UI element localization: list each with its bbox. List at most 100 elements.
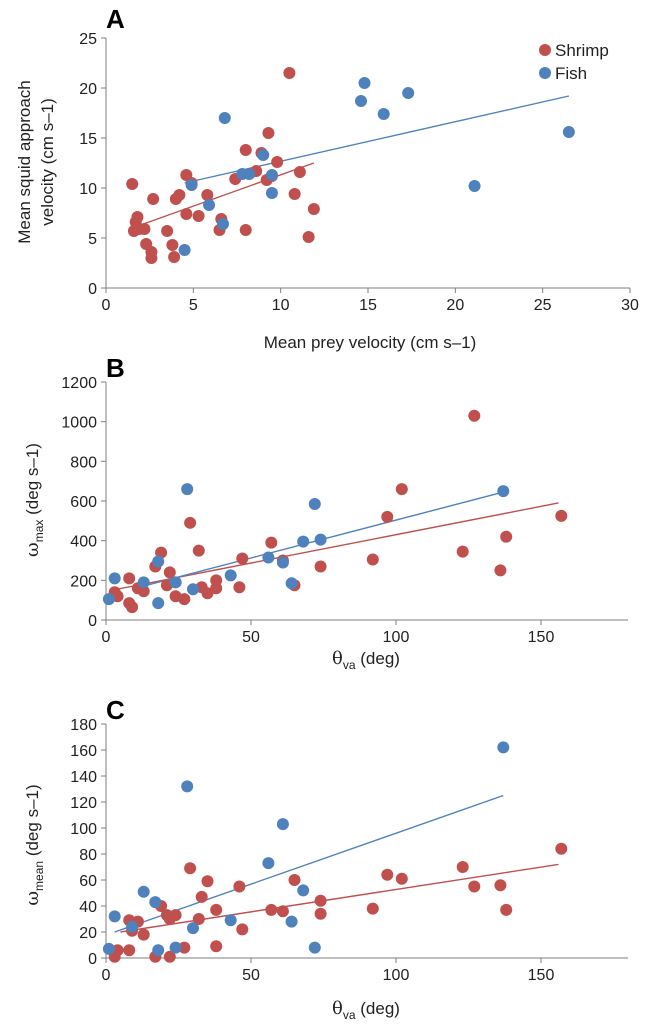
panel-a-shrimp-point [288,188,301,200]
panel-a-shrimp-point [271,156,284,168]
panel-c-fish-point [276,818,289,831]
panel-b-ylabel-sub: max [32,520,46,543]
panel-c-ylabel-unit: (deg s–1) [23,784,42,861]
panel-c-fish-point [308,941,321,954]
panel-b-fish-point [137,576,150,589]
panel-b-x-tick-label: 0 [102,629,111,646]
panel-a-shrimp-point [173,189,186,201]
panel-b-shrimp-point [366,553,379,566]
panel-a-shrimp-point [239,144,252,156]
panel-a-ylabel-line2: velocity (cm s–1) [38,98,57,226]
panel-a-x-tick-label: 5 [189,297,198,314]
panel-a-shrimp-point [293,166,306,178]
panel-b-axes: 0 50 100 150 0 200 400 600 800 1000 1200 [61,375,628,646]
panel-b-fish-point [181,483,194,496]
panel-c-shrimp-trendline [120,863,559,933]
panel-b-y-tick-label: 400 [70,534,97,551]
legend-fish-label: Fish [555,64,587,83]
panel-c-ylabel: ωmean (deg s–1) [22,784,46,905]
panel-a-y-tick-label: 15 [79,131,97,148]
panel-c-x-tick-label: 50 [242,967,260,984]
panel-c-shrimp-point [184,862,197,875]
panel-b-x-tick-label: 50 [242,629,260,646]
panel-c-shrimp-point [163,950,176,963]
panel-c-x-tick-label: 100 [383,967,410,984]
panel-c-shrimp-point [201,875,214,888]
panel-b-y-tick-label: 200 [70,573,97,590]
panel-a-shrimp-point [138,223,151,235]
panel-a-x-tick-label: 0 [102,297,111,314]
panel-c-shrimp-point [210,940,223,953]
panel-a-x-tick-label: 25 [534,297,552,314]
panel-a-shrimp-point [161,225,174,237]
panel-a-shrimp-point [239,224,252,236]
panel-c-shrimp-point [381,868,394,881]
panel-b-xlabel-unit: (deg) [356,649,400,668]
panel-c-shrimp-point [210,903,223,916]
panel-b-ylabel-unit: (deg s–1) [23,443,42,520]
panel-a-fish-point [217,218,230,230]
panel-b-y-tick-label: 1000 [61,415,97,432]
panel-a-trendlines [131,95,570,229]
panel-a-fish-point [257,149,270,161]
panel-c-trendlines [114,794,559,933]
panel-b-fish-point [152,555,165,568]
panel-a-fish-point [402,87,415,99]
panel-c-y-tick-label: 40 [79,899,97,916]
panel-c-y-tick-label: 180 [70,717,97,734]
panel-b-shrimp-point [201,587,214,600]
panel-b-xlabel-symbol: θ [332,648,343,669]
panel-c-fish-point [102,942,115,955]
panel-a-shrimp-point [307,203,320,215]
panel-b-letter: B [106,353,125,383]
panel-a-shrimp-trendline [131,162,315,229]
panel-a-fish-point [358,77,371,89]
panel-a-y-tick-label: 25 [79,31,97,48]
panel-b-fish-point [314,533,327,546]
panel-b-y-tick-label: 600 [70,494,97,511]
legend-fish-marker [539,67,551,79]
panel-b-shrimp-point [178,593,191,606]
panel-b-shrimp-point [555,509,568,522]
panel-c-points [102,741,568,963]
panel-b-fish-point [297,535,310,548]
panel-c-fish-point [126,920,139,933]
panel-b-fish-point [285,577,298,590]
panel-c-y-tick-label: 20 [79,925,97,942]
panel-b-fish-point [187,583,199,596]
panel-c-shrimp-point [314,907,327,920]
panel-c-shrimp-point [555,842,568,855]
panel-a-y-tick-label: 0 [88,281,97,298]
panel-a-shrimp-point [168,251,181,263]
panel-c-fish-point [152,944,165,957]
panel-c-xlabel-symbol: θ [332,998,343,1019]
panel-c-shrimp-point [236,923,249,936]
panel-a-y-tick-label: 5 [88,231,97,248]
panel-c-fish-point [149,896,162,909]
panel-b-shrimp-point [494,564,507,577]
panel-a-shrimp-point [201,189,214,201]
panel-c-shrimp-point [195,890,208,903]
panel-b-x-tick-label: 150 [528,629,555,646]
panel-b-shrimp-point [123,572,136,585]
panel-b-shrimp-point [233,581,246,594]
panel-a-shrimp-point [262,127,275,139]
panel-a-fish-point [562,126,575,138]
panel-c-ylabel-symbol: ω [22,891,43,906]
panel-a-x-tick-label: 20 [446,297,464,314]
panel-b-shrimp-point [468,409,481,422]
panel-c-shrimp-point [233,880,246,893]
panel-a-x-tick-label: 30 [621,297,639,314]
panel-a-y-tick-label: 20 [79,81,97,98]
panel-a-axes: 0 5 10 15 20 25 30 0 5 10 15 20 25 [79,31,639,314]
panel-b-ylabel: ωmax (deg s–1) [22,443,46,557]
panel-b: B 0 50 100 150 0 200 400 600 800 1000 1200 θva (de… [22,353,628,672]
panel-a-letter: A [106,4,125,34]
panel-b-shrimp-point [126,601,139,614]
panel-b-fish-point [152,597,165,610]
panel-b-shrimp-point [314,560,327,573]
panel-a-fish-point [265,169,278,181]
panel-b-xlabel-sub: va [343,658,356,672]
panel-a-shrimp-point [192,210,205,222]
